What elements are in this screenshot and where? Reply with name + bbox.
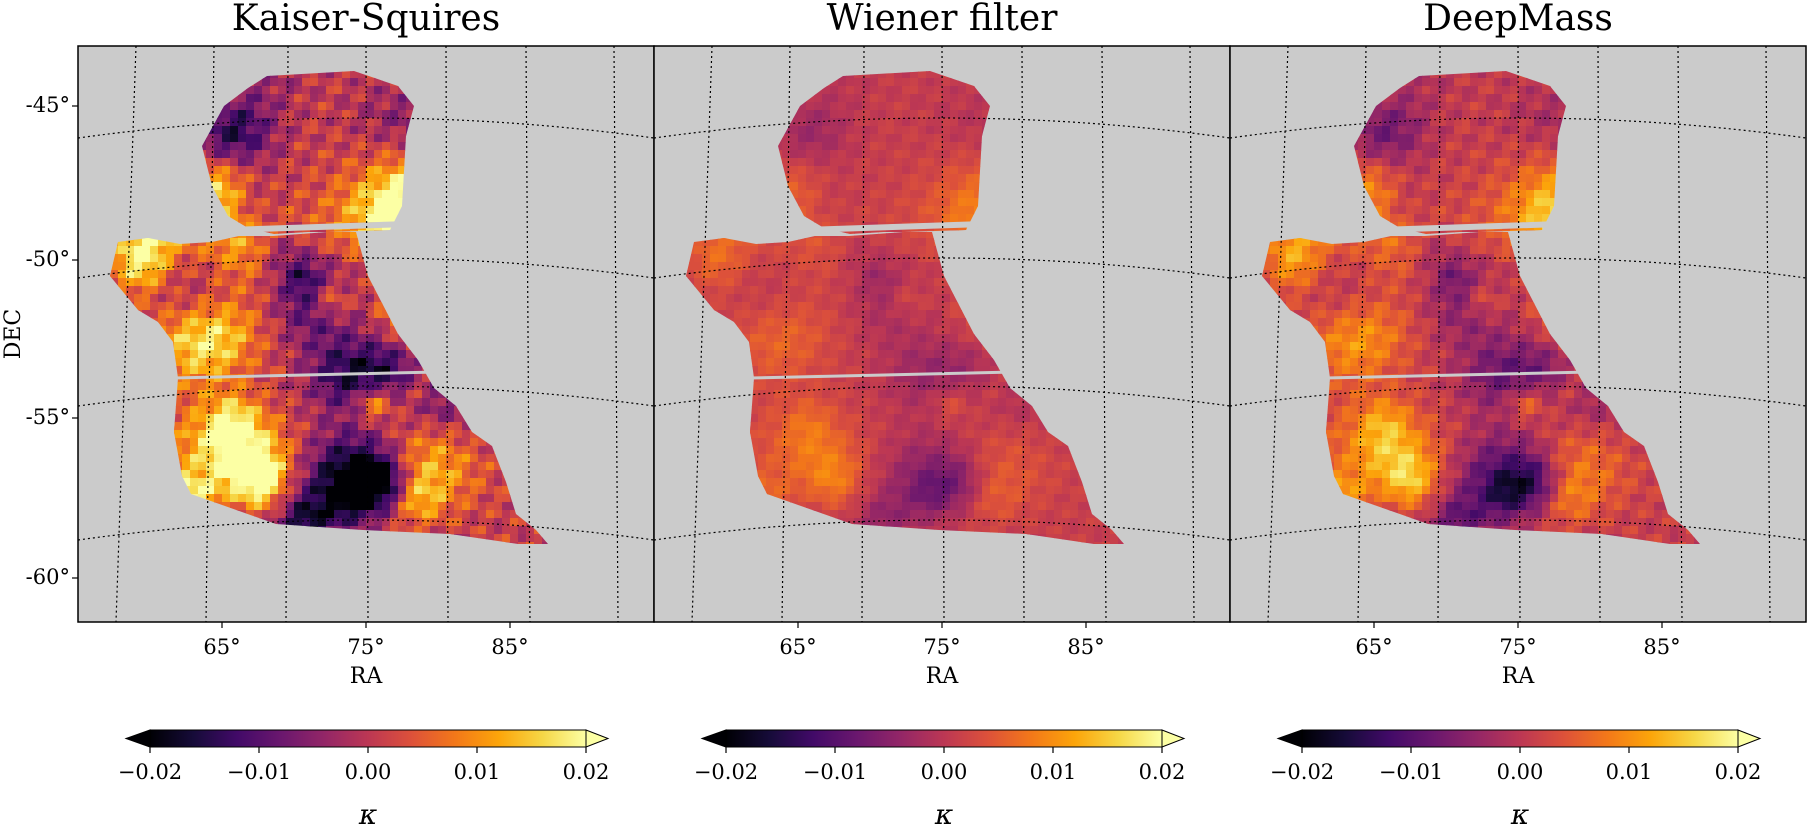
colorbar-extend-low	[702, 730, 726, 747]
panels-layer	[78, 46, 1806, 622]
x-axis-label: RA	[350, 664, 384, 689]
x-tick-label: 85°	[1067, 635, 1104, 659]
x-tick-label: 65°	[1355, 635, 1392, 659]
colorbar-tick-label: −0.02	[118, 760, 182, 784]
y-tick-label: -50°	[26, 247, 70, 271]
colorbar-tick-label: 0.00	[345, 760, 392, 784]
colorbar-tick-label: 0.00	[921, 760, 968, 784]
colorbar-tick-label: 0.01	[454, 760, 501, 784]
panel-title: Kaiser-Squires	[232, 0, 500, 39]
colorbar-extend-high	[586, 730, 608, 747]
colorbar-label: κ	[1510, 798, 1529, 831]
colorbar-tick-label: 0.00	[1497, 760, 1544, 784]
colorbar-extend-low	[1278, 730, 1302, 747]
x-tick-label: 85°	[1643, 635, 1680, 659]
x-axis-label: RA	[1502, 664, 1536, 689]
colorbar-label: κ	[358, 798, 377, 831]
panel-title: Wiener filter	[827, 0, 1059, 39]
colorbar-1: −0.02 −0.01 0.00 0.01 0.02 κ	[118, 730, 610, 831]
colorbar-2: −0.02 −0.01 0.00 0.01 0.02 κ	[694, 730, 1186, 831]
x-tick-label: 75°	[1499, 635, 1536, 659]
y-axis-label: DEC	[1, 309, 26, 360]
colorbar-label: κ	[934, 798, 953, 831]
x-tick-label: 85°	[491, 635, 528, 659]
colorbar-tick-label: 0.02	[1715, 760, 1762, 784]
colorbar-tick-label: −0.01	[803, 760, 867, 784]
colorbar-extend-high	[1162, 730, 1184, 747]
x-tick-label: 75°	[347, 635, 384, 659]
colorbar-extend-low	[126, 730, 150, 747]
colorbar-tick-label: 0.01	[1606, 760, 1653, 784]
colorbar-gradient	[1302, 730, 1738, 747]
colorbar-tick-label: −0.01	[227, 760, 291, 784]
colorbar-tick-label: −0.02	[694, 760, 758, 784]
x-tick-label: 65°	[203, 635, 240, 659]
colorbar-tick-label: 0.02	[1139, 760, 1186, 784]
map-panel-2	[654, 46, 1230, 622]
colorbar-tick-label: 0.01	[1030, 760, 1077, 784]
colorbar-gradient	[150, 730, 586, 747]
map-panel-3	[1230, 46, 1806, 622]
colorbar-extend-high	[1738, 730, 1760, 747]
colorbar-tick-label: 0.02	[563, 760, 610, 784]
colorbar-gradient	[726, 730, 1162, 747]
x-tick-label: 75°	[923, 635, 960, 659]
colorbar-tick-label: −0.02	[1270, 760, 1334, 784]
x-tick-label: 65°	[779, 635, 816, 659]
colorbar-3: −0.02 −0.01 0.00 0.01 0.02 κ	[1270, 730, 1762, 831]
map-panel-1	[78, 46, 654, 622]
x-axis-label: RA	[926, 664, 960, 689]
y-tick-label: -55°	[26, 405, 70, 429]
y-tick-label: -45°	[26, 93, 70, 117]
panel-title: DeepMass	[1423, 0, 1613, 39]
colorbar-tick-label: −0.01	[1379, 760, 1443, 784]
y-tick-label: -60°	[26, 565, 70, 589]
